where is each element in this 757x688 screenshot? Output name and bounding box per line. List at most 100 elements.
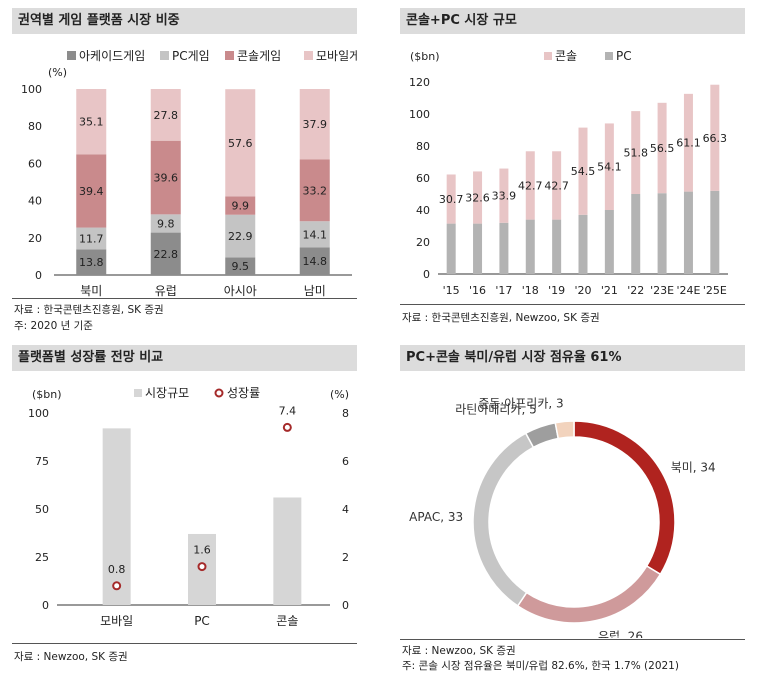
growth-point: [112, 581, 122, 591]
legend-swatch: [304, 51, 313, 60]
panel-region-share: PC+콘솔 북미/유럽 시장 점유율 61% 북미, 34 유럽, 26 APAC,…: [400, 345, 745, 680]
legend-label: 모바일게임: [316, 49, 357, 63]
panel-title: PC+콘솔 북미/유럽 시장 점유율 61%: [400, 345, 745, 371]
bar-segment: [631, 194, 641, 274]
data-label: 11.7: [79, 232, 104, 245]
bar-segment: [76, 154, 107, 228]
data-label: 32.6: [465, 192, 490, 205]
bar-segment: [225, 89, 256, 197]
bar-segment: [299, 247, 330, 275]
bar-segment: [225, 257, 256, 275]
bar-segment: [657, 193, 667, 274]
y-tick-label: 75: [35, 455, 49, 468]
x-tick-label: 유럽: [155, 284, 177, 298]
slice-label: 라틴아메리카, 5: [455, 402, 537, 416]
bar-segment: [473, 223, 483, 274]
y-tick-label: 60: [28, 157, 42, 170]
data-label: 27.8: [154, 109, 179, 122]
chart-market-size: ($bn) 콘솔 PC 0 20 40 60 80 100 120 30.7 '15 32.6 '16 33…: [409, 49, 728, 297]
x-tick-label: '24E: [676, 284, 700, 297]
data-label: 30.7: [439, 193, 464, 206]
bar-segment: [499, 222, 509, 274]
legend-label: 성장률: [227, 386, 260, 400]
bar-segment: [473, 171, 483, 224]
y-axis-label: (%): [48, 66, 67, 79]
x-tick-label: 북미: [80, 284, 102, 298]
divider: [400, 304, 745, 305]
x-tick-label: PC: [194, 614, 210, 628]
y-tick-label: 40: [416, 204, 430, 217]
panel-market-size: 콘솔+PC 시장 규모 ($bn) 콘솔 PC 0 20 40 60 80 100 120 30.7…: [400, 8, 745, 338]
data-label: 54.5: [571, 165, 596, 178]
data-label: 9.9: [232, 200, 250, 213]
y-tick-label: 100: [409, 108, 430, 121]
data-label: 39.4: [79, 185, 104, 198]
panel-growth-compare: 플랫폼별 성장률 전망 비교 ($bn) (%) 시장규모 성장률 0 25 50 75 100…: [12, 345, 357, 675]
panel-title: 플랫폼별 성장률 전망 비교: [12, 345, 357, 371]
bar-segment: [604, 210, 614, 274]
y-tick-label: 100: [21, 83, 42, 96]
bar-segment: [683, 191, 693, 274]
legend-label: 시장규모: [145, 386, 189, 400]
data-label: 7.4: [279, 404, 297, 417]
x-tick-label: 모바일: [100, 614, 133, 628]
source-note: 자료 : 한국콘텐츠진흥원, Newzoo, SK 증권: [402, 312, 600, 324]
divider: [400, 639, 745, 640]
bar-segment: [578, 214, 588, 274]
divider: [12, 298, 357, 299]
legend-label: PC: [616, 49, 632, 63]
bar: [102, 428, 131, 605]
bar-segment: [552, 219, 562, 274]
data-label: 57.6: [228, 137, 253, 150]
footnote: 주: 콘솔 시장 점유율은 북미/유럽 82.6%, 한국 1.7% (2021…: [402, 660, 679, 672]
data-label: 13.8: [79, 256, 104, 269]
chart-platform-share: 아케이드게임 PC게임 콘솔게임 모바일게임 (%) 0 20 40 60 80 100 13.8 11…: [21, 49, 357, 298]
bar-segment: [631, 111, 641, 194]
growth-point: [282, 422, 292, 432]
legend-swatch: [605, 52, 613, 60]
y-axis-label: ($bn): [410, 50, 440, 63]
bar-segment: [299, 221, 330, 248]
bar-segment: [225, 196, 256, 215]
bar-segment: [299, 89, 330, 160]
y-tick-label: 0: [42, 599, 49, 612]
x-tick-label: '21: [601, 284, 618, 297]
y2-tick-label: 4: [342, 503, 349, 516]
bar-segment: [710, 190, 720, 274]
y-tick-label: 60: [416, 172, 430, 185]
y-tick-label: 25: [35, 551, 49, 564]
bar-segment: [552, 151, 562, 220]
chart-growth-compare: ($bn) (%) 시장규모 성장률 0 25 50 75 100 0 2 4 6 8 0.8 모바일 1.6 P…: [28, 386, 349, 628]
y-tick-label: 100: [28, 407, 49, 420]
data-label: 42.7: [518, 179, 543, 192]
data-label: 22.9: [228, 230, 253, 243]
x-tick-label: '22: [627, 284, 644, 297]
donut-slice: [524, 421, 560, 449]
x-tick-label: '15: [443, 284, 460, 297]
x-tick-label: 남미: [304, 284, 326, 298]
source-note: 자료 : Newzoo, SK 증권: [402, 645, 516, 657]
legend-swatch: [160, 51, 169, 60]
data-label: 9.5: [232, 260, 250, 273]
data-label: 14.1: [303, 228, 328, 241]
bar-segment: [657, 102, 667, 194]
bar-segment: [225, 214, 256, 258]
data-label: 56.5: [650, 142, 675, 155]
data-label: 35.1: [79, 116, 104, 129]
panel-title: 권역별 게임 플랫폼 시장 비중: [12, 8, 357, 34]
legend-label: 콘솔게임: [237, 49, 281, 63]
slice-label: APAC, 33: [409, 510, 463, 524]
data-label: 33.2: [303, 184, 328, 197]
x-tick-label: 아시아: [224, 284, 257, 298]
y2-tick-label: 8: [342, 407, 349, 420]
x-tick-label: '19: [548, 284, 565, 297]
legend-swatch: [67, 51, 76, 60]
bar-segment: [76, 249, 107, 275]
bar-segment: [499, 168, 509, 223]
x-tick-label: '25E: [703, 284, 727, 297]
slice-label: 유럽, 26: [598, 629, 643, 638]
data-label: 66.3: [703, 132, 728, 145]
y-tick-label: 40: [28, 195, 42, 208]
donut-slice: [516, 564, 662, 624]
bar-segment: [446, 223, 456, 274]
